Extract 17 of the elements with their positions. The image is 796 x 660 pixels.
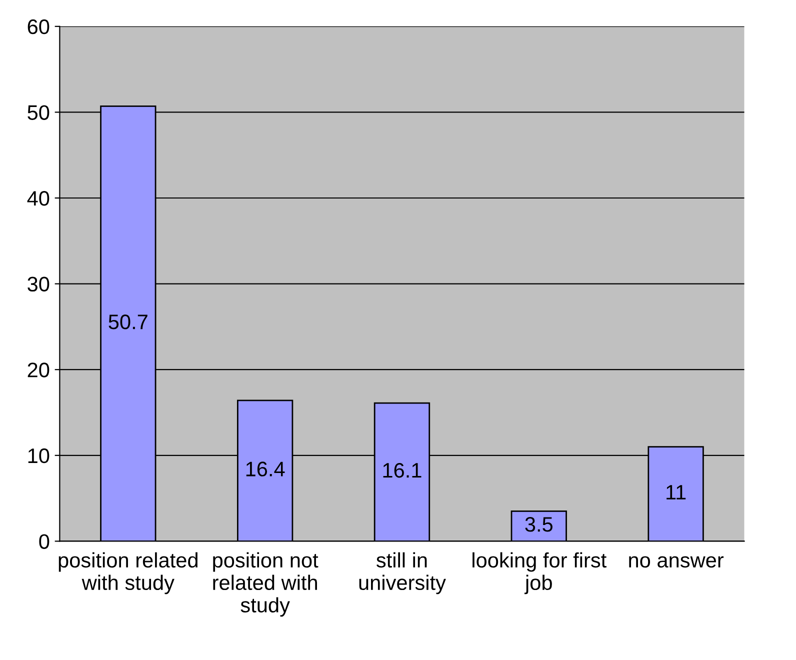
x-tick-label: looking for first job — [472, 552, 606, 594]
x-tick-label: still in university — [359, 552, 446, 594]
x-tick-label: position related with study — [58, 552, 198, 594]
x-tick-label: no answer — [629, 556, 724, 568]
y-tick-label: 60 — [28, 19, 50, 34]
data-label: 3.5 — [525, 517, 552, 532]
data-label: 11 — [666, 485, 686, 500]
data-label: 16.4 — [246, 462, 285, 476]
y-tick-label: 50 — [28, 105, 50, 120]
y-tick-label: 0 — [39, 534, 50, 549]
y-tick-label: 20 — [28, 362, 50, 378]
y-tick-label: 40 — [27, 191, 50, 206]
data-label: 16.1 — [383, 462, 422, 478]
y-tick-label: 10 — [28, 448, 50, 464]
data-label: 50.7 — [108, 314, 148, 330]
y-tick-label: 30 — [28, 276, 50, 292]
x-tick-label: position not related with study — [213, 552, 318, 617]
